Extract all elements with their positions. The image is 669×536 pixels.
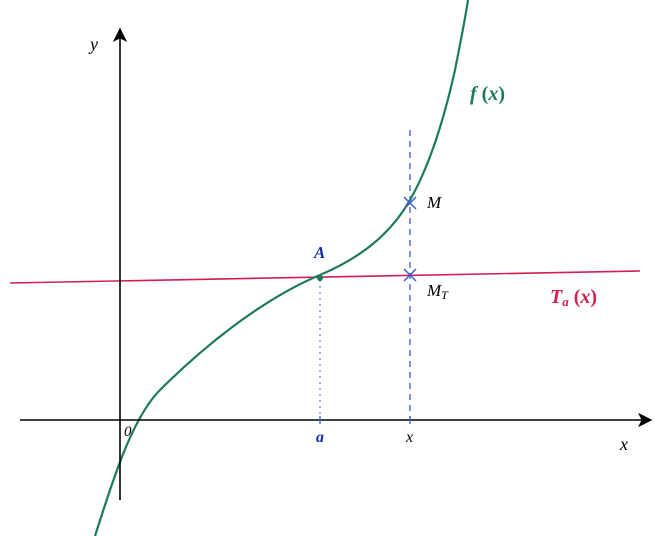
tangent-label: Ta (x) bbox=[550, 286, 597, 309]
y-axis-label: y bbox=[88, 34, 98, 54]
plot-svg: 0xyaxAMMTf (x)Ta (x) bbox=[0, 0, 669, 536]
tick-label-a: a bbox=[316, 429, 324, 446]
x-axis-label: x bbox=[619, 434, 628, 454]
point-a-label: A bbox=[313, 243, 325, 262]
point-a-marker bbox=[317, 275, 323, 281]
tick-label-x: x bbox=[405, 429, 413, 446]
tangent-approximation-plot: 0xyaxAMMTf (x)Ta (x) bbox=[0, 0, 669, 536]
origin-label: 0 bbox=[124, 424, 132, 440]
point-m-label: M bbox=[426, 193, 442, 212]
curve-f-label: f (x) bbox=[470, 83, 505, 105]
